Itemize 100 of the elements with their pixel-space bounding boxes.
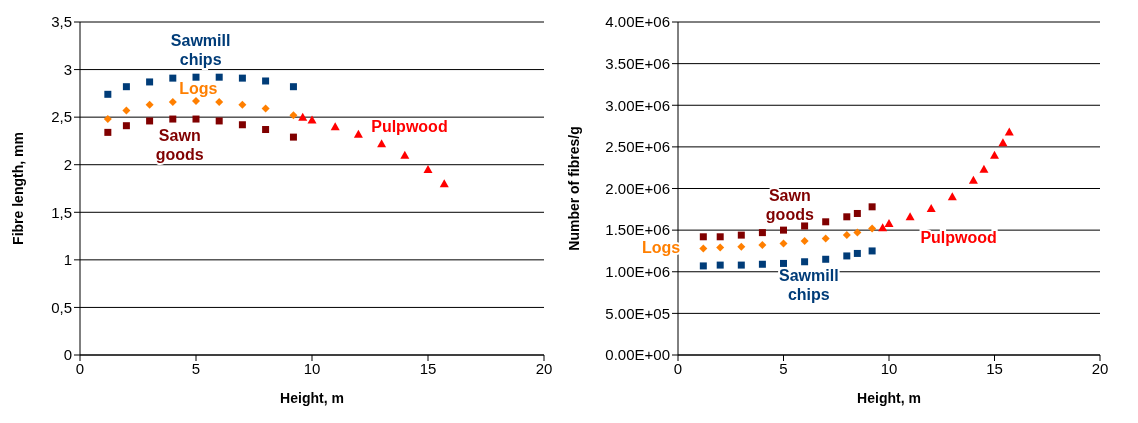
series-label: Pulpwood <box>371 117 448 135</box>
y-tick-label: 1,5 <box>51 203 72 221</box>
series-label: Pulpwood <box>920 229 997 247</box>
point <box>238 121 246 129</box>
point <box>699 233 707 241</box>
x-tick-label: 5 <box>191 359 201 377</box>
point <box>192 115 200 123</box>
point <box>800 236 809 245</box>
y-tick-label: 5.00E+05 <box>605 304 670 322</box>
point <box>758 241 767 250</box>
point <box>868 203 876 211</box>
point <box>990 150 999 159</box>
point <box>215 73 223 81</box>
x-tick-label: 10 <box>303 359 321 377</box>
point <box>716 233 724 241</box>
series-label: Logs <box>642 239 681 257</box>
series-label: Sawn goods <box>765 186 814 223</box>
y-tick-label: 3 <box>63 60 72 78</box>
x-tick-label: 0 <box>673 359 683 377</box>
point <box>737 231 745 239</box>
point <box>998 138 1008 147</box>
point <box>192 73 200 81</box>
point <box>169 115 177 123</box>
point <box>146 78 154 86</box>
point <box>853 228 862 237</box>
point <box>758 260 766 268</box>
y-tick-label: 3.00E+06 <box>605 96 670 114</box>
x-tick-label: 0 <box>75 359 85 377</box>
point <box>853 249 861 257</box>
y-tick-label: 1.00E+06 <box>605 263 670 281</box>
point <box>104 90 112 98</box>
point <box>261 104 270 113</box>
point <box>104 128 112 136</box>
point <box>238 100 247 109</box>
y-axis-title: Number of fibres/g <box>565 126 582 251</box>
point <box>780 226 787 234</box>
y-tick-label: 0 <box>63 346 72 364</box>
point <box>842 231 851 240</box>
point <box>353 129 363 138</box>
point <box>947 192 957 201</box>
point <box>377 139 387 148</box>
point <box>122 122 130 130</box>
y-tick-label: 0,5 <box>51 298 72 316</box>
point <box>801 258 809 266</box>
point <box>289 83 297 91</box>
x-tick-label: 15 <box>986 359 1003 377</box>
point <box>884 218 894 227</box>
point <box>400 150 410 159</box>
point <box>699 244 708 253</box>
y-tick-label: 2.00E+06 <box>605 179 670 197</box>
point <box>821 234 830 243</box>
point <box>780 259 787 267</box>
point <box>843 252 851 260</box>
y-tick-label: 1 <box>63 251 72 269</box>
x-tick-label: 15 <box>419 359 437 377</box>
point <box>169 74 177 82</box>
y-tick-label: 0.00E+00 <box>605 346 670 364</box>
y-tick-label: 3,5 <box>51 13 72 31</box>
point <box>968 175 978 184</box>
y-tick-label: 3.50E+06 <box>605 54 670 72</box>
x-tick-label: 5 <box>779 359 788 377</box>
series-label: Sawmill chips <box>779 267 839 304</box>
y-tick-label: 2 <box>63 156 72 174</box>
point <box>843 213 851 221</box>
point <box>262 77 270 85</box>
point <box>699 262 707 270</box>
point <box>145 100 154 109</box>
point <box>215 97 224 106</box>
point <box>215 117 223 125</box>
y-tick-label: 2,5 <box>51 108 72 126</box>
y-axis-title: Fibre length, mm <box>9 132 26 245</box>
point <box>868 247 876 255</box>
point <box>103 115 112 124</box>
point <box>737 261 745 269</box>
point <box>238 74 246 82</box>
point <box>716 243 725 252</box>
point <box>423 164 433 173</box>
x-axis-title: Height, m <box>857 390 921 406</box>
point <box>979 164 989 173</box>
point <box>289 133 297 141</box>
y-tick-label: 2.50E+06 <box>605 138 670 156</box>
x-tick-label: 20 <box>535 359 553 377</box>
point <box>330 122 340 131</box>
y-tick-label: 4.00E+06 <box>605 13 670 31</box>
point <box>779 239 788 248</box>
point <box>439 179 449 188</box>
point <box>146 117 154 125</box>
x-tick-label: 20 <box>1091 359 1109 377</box>
point <box>758 229 766 237</box>
series-label: Sawn goods <box>155 127 204 164</box>
point <box>868 224 877 233</box>
point <box>905 212 915 221</box>
point <box>122 83 130 91</box>
point <box>822 255 830 263</box>
point <box>926 203 936 212</box>
point <box>289 111 298 120</box>
point <box>737 242 746 251</box>
series-label: Logs <box>179 79 218 97</box>
point <box>716 261 724 269</box>
point <box>168 97 177 106</box>
